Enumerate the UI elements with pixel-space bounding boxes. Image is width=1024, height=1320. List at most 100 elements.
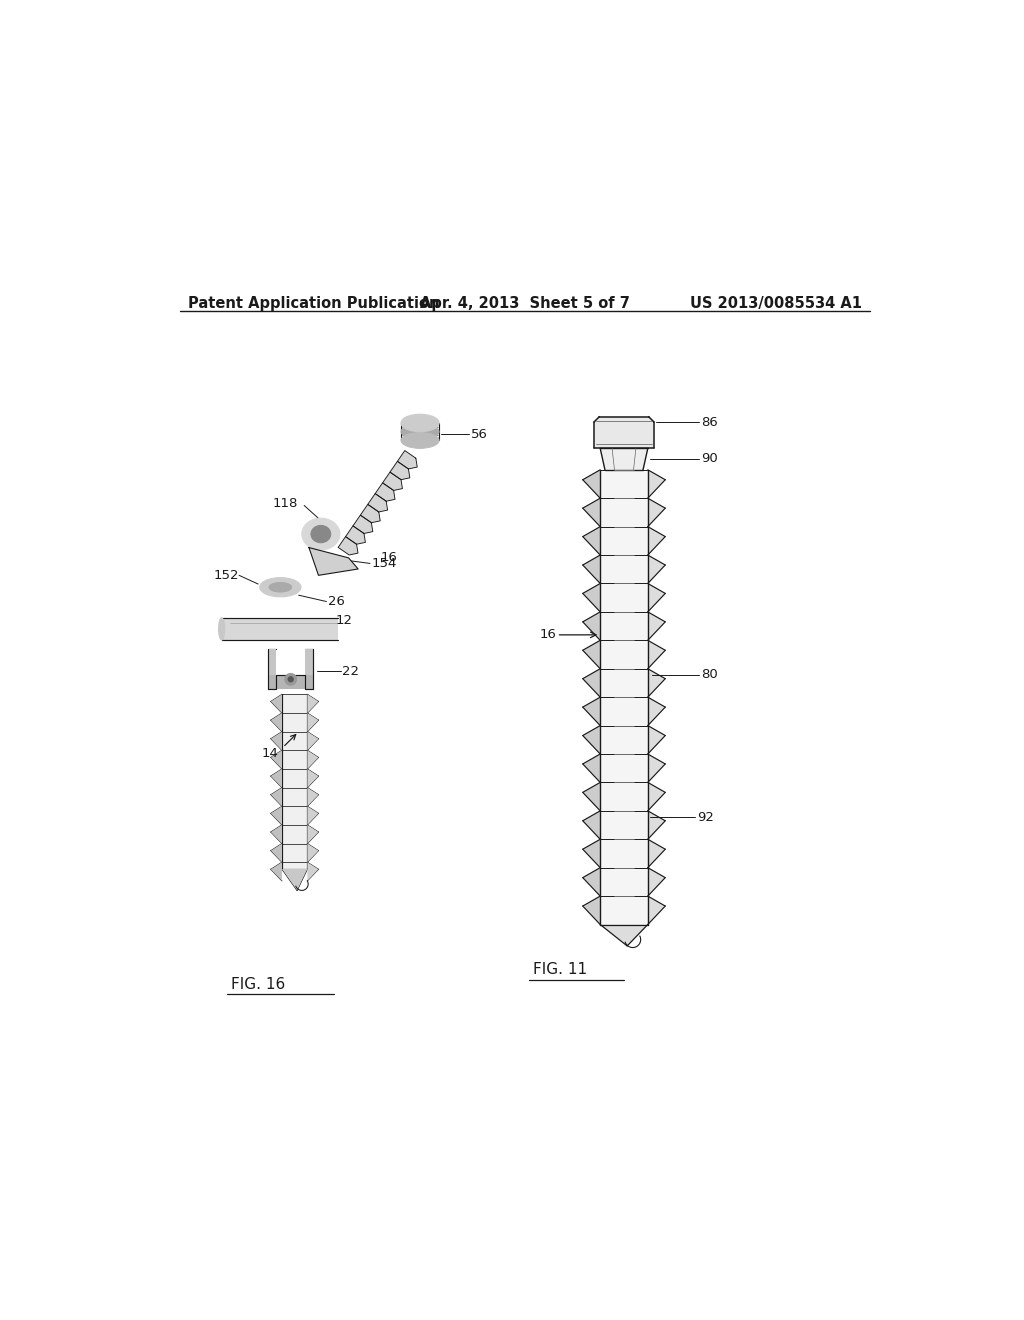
- Polygon shape: [270, 843, 282, 862]
- Ellipse shape: [302, 519, 340, 550]
- Polygon shape: [282, 869, 307, 891]
- Polygon shape: [648, 640, 666, 669]
- Polygon shape: [583, 640, 600, 669]
- Polygon shape: [305, 649, 313, 675]
- Text: Apr. 4, 2013  Sheet 5 of 7: Apr. 4, 2013 Sheet 5 of 7: [420, 296, 630, 310]
- Text: 152: 152: [214, 569, 240, 582]
- Polygon shape: [221, 618, 338, 640]
- Polygon shape: [648, 554, 666, 583]
- Polygon shape: [583, 867, 600, 896]
- Polygon shape: [648, 498, 666, 527]
- Polygon shape: [353, 515, 373, 533]
- Polygon shape: [307, 807, 318, 825]
- Text: 80: 80: [701, 668, 718, 681]
- Polygon shape: [270, 713, 282, 731]
- Polygon shape: [648, 612, 666, 640]
- Text: 90: 90: [701, 453, 718, 465]
- Polygon shape: [307, 788, 318, 807]
- Text: 86: 86: [701, 416, 718, 429]
- Polygon shape: [268, 675, 313, 689]
- Polygon shape: [309, 548, 358, 576]
- Polygon shape: [307, 862, 318, 880]
- Text: FIG. 11: FIG. 11: [532, 962, 587, 977]
- Polygon shape: [583, 498, 600, 527]
- Text: 22: 22: [342, 665, 359, 678]
- Polygon shape: [345, 525, 366, 544]
- Polygon shape: [648, 840, 666, 867]
- Polygon shape: [583, 810, 600, 840]
- Polygon shape: [270, 807, 282, 825]
- Ellipse shape: [218, 618, 224, 640]
- Polygon shape: [270, 731, 282, 750]
- Polygon shape: [270, 788, 282, 807]
- Polygon shape: [583, 470, 600, 498]
- Polygon shape: [307, 825, 318, 843]
- Ellipse shape: [285, 673, 297, 685]
- Polygon shape: [307, 713, 318, 731]
- Polygon shape: [268, 649, 276, 675]
- Polygon shape: [360, 504, 380, 523]
- Polygon shape: [307, 843, 318, 862]
- Polygon shape: [648, 583, 666, 612]
- Polygon shape: [648, 867, 666, 896]
- Polygon shape: [270, 770, 282, 788]
- Polygon shape: [648, 470, 666, 498]
- Polygon shape: [583, 527, 600, 554]
- Polygon shape: [368, 494, 388, 512]
- Polygon shape: [583, 840, 600, 867]
- Polygon shape: [583, 896, 600, 924]
- Polygon shape: [583, 783, 600, 810]
- Polygon shape: [648, 697, 666, 726]
- Polygon shape: [583, 612, 600, 640]
- Ellipse shape: [311, 525, 331, 543]
- Ellipse shape: [401, 433, 439, 449]
- Text: 12: 12: [336, 614, 353, 627]
- Polygon shape: [375, 483, 395, 502]
- Polygon shape: [307, 731, 318, 750]
- Text: Patent Application Publication: Patent Application Publication: [187, 296, 439, 310]
- Text: 16: 16: [380, 550, 397, 564]
- Polygon shape: [600, 470, 648, 924]
- Polygon shape: [390, 461, 410, 479]
- Text: 26: 26: [328, 595, 345, 609]
- Polygon shape: [282, 694, 307, 869]
- Polygon shape: [270, 694, 282, 713]
- Polygon shape: [583, 726, 600, 754]
- Text: US 2013/0085534 A1: US 2013/0085534 A1: [690, 296, 862, 310]
- Ellipse shape: [260, 578, 301, 597]
- Text: FIG. 16: FIG. 16: [231, 977, 286, 991]
- Polygon shape: [397, 450, 417, 469]
- Ellipse shape: [269, 582, 292, 593]
- Ellipse shape: [401, 414, 439, 432]
- Polygon shape: [583, 697, 600, 726]
- Polygon shape: [594, 417, 654, 449]
- Polygon shape: [270, 750, 282, 770]
- Ellipse shape: [401, 425, 439, 438]
- Polygon shape: [583, 583, 600, 612]
- Text: 92: 92: [697, 810, 714, 824]
- Polygon shape: [270, 825, 282, 843]
- Text: 118: 118: [272, 496, 298, 510]
- Text: 14: 14: [261, 747, 279, 760]
- Polygon shape: [648, 527, 666, 554]
- Polygon shape: [648, 726, 666, 754]
- Polygon shape: [648, 783, 666, 810]
- Polygon shape: [648, 896, 666, 924]
- Polygon shape: [583, 754, 600, 783]
- Text: 16: 16: [539, 628, 556, 642]
- Polygon shape: [307, 750, 318, 770]
- Polygon shape: [600, 449, 648, 470]
- Polygon shape: [307, 770, 318, 788]
- Text: 56: 56: [471, 428, 487, 441]
- Polygon shape: [583, 669, 600, 697]
- Text: 154: 154: [372, 557, 397, 570]
- Polygon shape: [648, 754, 666, 783]
- Polygon shape: [583, 554, 600, 583]
- Polygon shape: [600, 924, 648, 946]
- Polygon shape: [307, 694, 318, 713]
- Polygon shape: [383, 473, 402, 491]
- Ellipse shape: [288, 677, 294, 682]
- Polygon shape: [338, 537, 358, 554]
- Polygon shape: [648, 810, 666, 840]
- Polygon shape: [648, 669, 666, 697]
